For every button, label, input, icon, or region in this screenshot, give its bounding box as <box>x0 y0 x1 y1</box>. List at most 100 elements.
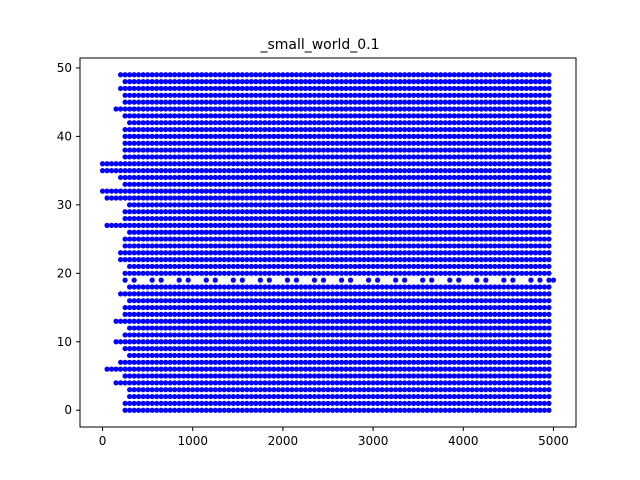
data-point <box>248 120 254 126</box>
data-point <box>528 79 534 85</box>
data-point <box>532 133 539 139</box>
data-point <box>131 99 137 105</box>
data-point <box>289 106 295 112</box>
data-point <box>406 250 412 256</box>
data-point <box>510 168 516 174</box>
data-point <box>172 79 178 85</box>
data-point <box>329 195 336 201</box>
data-point <box>226 387 232 393</box>
data-point <box>370 222 376 228</box>
data-point <box>460 339 466 345</box>
data-point <box>379 263 385 270</box>
data-point <box>478 92 484 98</box>
data-point <box>447 359 453 365</box>
data-point <box>113 161 119 167</box>
data-point <box>356 243 363 249</box>
data-point <box>320 373 327 379</box>
data-point <box>424 72 430 78</box>
data-point <box>117 339 124 345</box>
data-point <box>487 270 493 276</box>
data-point <box>122 380 128 386</box>
data-point <box>429 133 435 139</box>
data-point <box>158 154 164 160</box>
data-point <box>293 209 300 215</box>
data-point <box>311 133 318 139</box>
data-point <box>158 126 164 133</box>
data-point <box>217 318 223 324</box>
data-point <box>154 236 160 242</box>
data-point <box>217 373 223 379</box>
data-point <box>329 85 336 92</box>
data-point <box>483 393 489 400</box>
data-point <box>262 106 268 112</box>
data-point <box>122 215 128 222</box>
data-point <box>185 373 191 379</box>
data-point <box>384 270 390 276</box>
data-point <box>334 366 340 372</box>
data-point <box>293 188 300 194</box>
data-point <box>280 85 286 92</box>
data-point <box>514 284 520 290</box>
data-point <box>532 332 539 338</box>
data-point <box>257 79 263 85</box>
data-point <box>514 318 520 324</box>
data-point <box>532 174 539 181</box>
data-point <box>469 174 475 181</box>
data-point <box>158 400 164 406</box>
data-point <box>451 126 457 133</box>
data-point <box>136 373 142 379</box>
data-point <box>478 393 484 400</box>
data-point <box>185 339 191 345</box>
data-point <box>469 79 475 85</box>
data-point <box>492 373 498 379</box>
data-point <box>478 188 484 194</box>
data-point <box>433 339 439 345</box>
data-point <box>302 168 309 174</box>
data-point <box>352 72 358 78</box>
data-point <box>181 407 187 413</box>
data-point <box>248 380 254 386</box>
data-point <box>280 352 286 359</box>
data-point <box>131 147 137 153</box>
data-point <box>469 400 475 406</box>
data-point <box>433 270 439 276</box>
data-point <box>343 284 349 290</box>
x-tick-label: 4000 <box>448 434 479 448</box>
data-point <box>311 387 318 393</box>
data-point <box>541 106 548 112</box>
data-point <box>343 215 349 222</box>
data-point <box>483 147 489 153</box>
data-point <box>302 229 309 235</box>
data-point <box>379 229 385 235</box>
data-point <box>397 92 403 98</box>
data-point <box>438 133 444 139</box>
data-point <box>176 229 182 235</box>
data-point <box>235 154 241 160</box>
data-point <box>127 325 133 331</box>
data-point <box>226 229 232 235</box>
data-point <box>474 92 480 98</box>
data-point <box>546 92 552 98</box>
data-point <box>149 79 155 85</box>
data-point <box>411 140 417 146</box>
data-point <box>397 174 403 181</box>
data-point <box>316 325 322 331</box>
data-point <box>451 243 457 249</box>
data-point <box>496 243 502 249</box>
data-point <box>226 85 232 92</box>
data-point <box>338 311 345 317</box>
data-point <box>528 407 534 413</box>
data-point <box>307 325 313 331</box>
data-point <box>478 257 484 263</box>
data-point <box>203 99 209 105</box>
data-point <box>483 318 489 324</box>
data-point <box>347 359 354 365</box>
data-point <box>384 92 390 98</box>
data-point <box>411 352 417 359</box>
data-point <box>397 393 403 400</box>
data-point <box>402 366 408 372</box>
data-point <box>320 147 327 153</box>
data-point <box>370 195 376 201</box>
data-point <box>199 366 205 372</box>
data-point <box>365 393 372 400</box>
